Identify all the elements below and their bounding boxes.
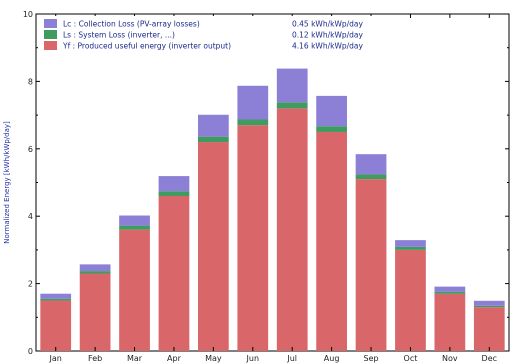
bar-jul-series-1	[276, 102, 308, 109]
x-tick-label: Mar	[127, 354, 143, 363]
y-tick-label: 2	[28, 280, 33, 289]
legend: Lc : Collection Loss (PV-array losses) 0.…	[41, 16, 386, 53]
bar-jun-series-2	[237, 85, 269, 120]
axes-layer: Jan Feb Mar Apr May Jun Jul Aug Sep Oct Nov Dec 0 2 4 6…	[23, 10, 509, 363]
bar-jul-series-0	[276, 108, 308, 351]
bar-dec-series-1	[473, 305, 505, 308]
bar-jun-series-0	[237, 125, 269, 352]
bar-jan-series-0	[40, 300, 72, 351]
bar-feb-series-1	[79, 271, 111, 274]
x-tick-label: Jun	[246, 354, 260, 363]
legend-swatch	[44, 19, 57, 28]
legend-swatch	[44, 30, 57, 39]
x-tick-label: Jan	[49, 354, 62, 363]
bar-sep-series-0	[355, 179, 387, 351]
y-axis-title: Normalized Energy [kWh/kWp/day]	[3, 121, 11, 244]
y-tick-label: 10	[23, 10, 33, 19]
bar-may-series-0	[198, 142, 229, 351]
legend-swatch	[44, 41, 57, 50]
bar-mar-series-2	[119, 215, 150, 226]
y-tick-label: 8	[28, 77, 33, 86]
plot-area	[35, 13, 510, 352]
bar-oct-series-0	[395, 249, 426, 351]
bar-jul-series-2	[276, 68, 308, 103]
bar-mar-series-1	[119, 225, 150, 230]
plot-frame	[35, 13, 510, 352]
legend-label: Yf : Produced useful energy (inverter ou…	[62, 42, 231, 51]
bar-jan-series-1	[40, 298, 72, 301]
bar-oct-series-1	[395, 246, 426, 250]
legend-box	[41, 16, 386, 53]
bar-feb-series-0	[79, 273, 111, 351]
bar-feb-series-2	[79, 264, 111, 272]
bar-sep-series-1	[355, 174, 387, 180]
bar-dec-series-2	[473, 300, 505, 306]
x-tick-label: Nov	[442, 354, 458, 363]
bar-aug-series-1	[316, 126, 347, 132]
bar-nov-series-0	[434, 293, 466, 351]
x-tick-label: Feb	[88, 354, 102, 363]
bar-jun-series-1	[237, 119, 269, 126]
bar-nov-series-1	[434, 291, 466, 294]
bar-apr-series-0	[158, 195, 190, 351]
bar-apr-series-2	[158, 176, 190, 192]
x-tick-label: Sep	[364, 354, 379, 363]
x-tick-label: Apr	[167, 354, 182, 363]
bar-oct-series-2	[395, 240, 426, 247]
x-tick-label: Aug	[324, 354, 340, 363]
x-tick-label: Jul	[286, 354, 297, 363]
bar-may-series-2	[198, 114, 229, 137]
bar-jan-series-2	[40, 293, 72, 299]
legend-value: 4.16 kWh/kWp/day	[292, 42, 364, 51]
bar-nov-series-2	[434, 286, 466, 292]
x-tick-label: Oct	[404, 354, 418, 363]
bar-aug-series-2	[316, 95, 347, 127]
x-tick-label: May	[205, 354, 222, 363]
legend-value: 0.45 kWh/kWp/day	[292, 20, 364, 29]
bar-aug-series-0	[316, 131, 347, 351]
bar-mar-series-0	[119, 229, 150, 351]
y-tick-label: 6	[28, 145, 33, 154]
bar-sep-series-2	[355, 154, 387, 175]
bars-layer	[40, 68, 505, 352]
y-tick-label: 0	[28, 347, 33, 356]
y-tick-label: 4	[28, 212, 33, 221]
bar-apr-series-1	[158, 191, 190, 196]
x-tick-label: Dec	[482, 354, 497, 363]
bar-may-series-1	[198, 136, 229, 143]
bar-dec-series-0	[473, 307, 505, 351]
legend-value: 0.12 kWh/kWp/day	[292, 31, 364, 40]
legend-label: Ls : System Loss (inverter, ...)	[63, 31, 175, 40]
legend-label: Lc : Collection Loss (PV-array losses)	[63, 20, 200, 29]
